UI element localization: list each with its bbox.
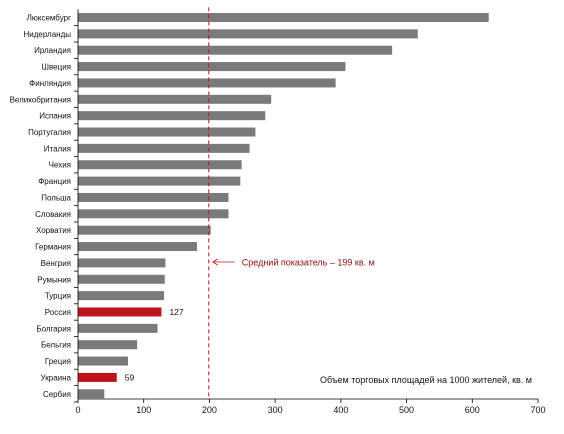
category-label-чехия: Чехия xyxy=(49,161,71,170)
bar-германия xyxy=(78,242,197,252)
bar-венгрия xyxy=(78,258,166,268)
category-label-польша: Польша xyxy=(41,193,71,202)
bar-франция xyxy=(78,176,241,186)
category-label-словакия: Словакия xyxy=(35,210,71,219)
bar-словакия xyxy=(78,209,229,219)
category-label-россия: Россия xyxy=(45,308,71,317)
bar-греция xyxy=(78,356,128,366)
value-label-россия: 127 xyxy=(169,307,183,317)
x-tick-label: 600 xyxy=(465,405,480,415)
value-label-украина: 59 xyxy=(125,372,135,382)
bar-хорватия xyxy=(78,225,211,235)
category-label-германия: Германия xyxy=(35,243,71,252)
category-label-великобритания: Великобритания xyxy=(10,95,71,104)
category-label-бельгия: Бельгия xyxy=(41,341,71,350)
bar-бельгия xyxy=(78,340,138,350)
bar-россия xyxy=(78,307,162,317)
category-label-финляндия: Финляндия xyxy=(29,79,71,88)
category-label-венгрия: Венгрия xyxy=(41,259,71,268)
x-tick-label: 100 xyxy=(136,405,151,415)
category-label-нидерланды: Нидерланды xyxy=(24,30,72,39)
x-tick-label: 300 xyxy=(268,405,283,415)
category-label-сербия: Сербия xyxy=(43,390,71,399)
x-tick-label: 500 xyxy=(399,405,414,415)
category-label-греция: Греция xyxy=(45,357,71,366)
category-label-испания: Испания xyxy=(39,112,71,121)
bar-финляндия xyxy=(78,78,336,88)
bar-италия xyxy=(78,143,250,153)
category-label-болгария: Болгария xyxy=(36,324,71,333)
bar-сербия xyxy=(78,389,105,399)
category-label-турция: Турция xyxy=(45,292,71,301)
category-label-франция: Франция xyxy=(38,177,71,186)
bar-румыния xyxy=(78,274,165,284)
category-label-хорватия: Хорватия xyxy=(36,226,71,235)
category-label-ирландия: Ирландия xyxy=(34,46,71,55)
category-label-румыния: Румыния xyxy=(37,275,71,284)
bar-польша xyxy=(78,192,229,202)
category-label-португалия: Португалия xyxy=(28,128,71,137)
bar-нидерланды xyxy=(78,29,418,39)
x-tick-label: 0 xyxy=(75,405,80,415)
average-annotation-label: Средний показатель – 199 кв. м xyxy=(242,258,375,268)
reference-group: Средний показатель – 199 кв. м xyxy=(208,7,375,399)
x-tick-label: 700 xyxy=(530,405,545,415)
category-label-швеция: Швеция xyxy=(42,63,71,72)
bar-испания xyxy=(78,111,266,121)
category-label-италия: Италия xyxy=(44,144,71,153)
bar-португалия xyxy=(78,127,256,137)
annotation-arrowhead xyxy=(212,258,218,266)
category-label-люксембург: Люксембург xyxy=(27,14,71,23)
bar-болгария xyxy=(78,323,158,333)
bar-великобритания xyxy=(78,94,272,104)
bars-group xyxy=(78,13,489,399)
chart-note: Объем торговых площадей на 1000 жителей,… xyxy=(320,375,532,385)
category-labels-group: Люксембург Нидерланды Ирландия Швеция Финлян… xyxy=(10,14,184,399)
x-tick-label: 400 xyxy=(333,405,348,415)
bar-украина xyxy=(78,372,117,382)
bar-швеция xyxy=(78,62,346,72)
x-tick-label: 200 xyxy=(202,405,217,415)
axes-group: 0 100 200 300 400 500 600 700 xyxy=(74,9,546,415)
bar-турция xyxy=(78,291,165,301)
bar-ирландия xyxy=(78,45,393,55)
bar-люксембург xyxy=(78,13,489,22)
category-label-украина: Украина xyxy=(41,373,72,382)
bar-чехия xyxy=(78,160,242,170)
